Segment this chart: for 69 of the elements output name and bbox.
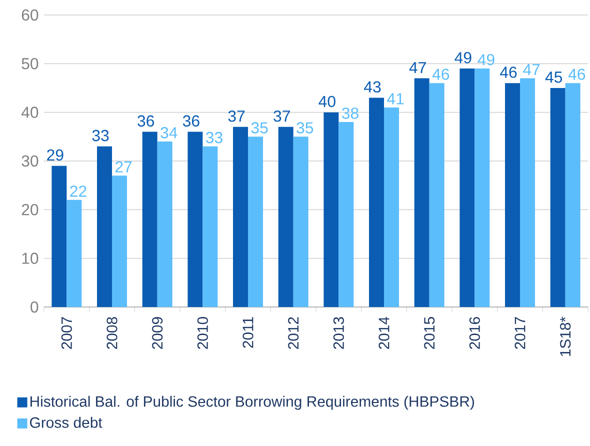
- y-tick-label: 30: [22, 155, 38, 167]
- y-tick-label: 10: [22, 252, 38, 264]
- y-tick-label: 40: [21, 106, 38, 118]
- data-label: 35: [296, 122, 314, 134]
- bar: [142, 132, 158, 307]
- data-label: 33: [206, 132, 222, 144]
- x-tick-label: 2017: [514, 317, 526, 349]
- x-tick-label: 2012: [288, 317, 299, 349]
- data-label: 29: [47, 149, 64, 161]
- data-label: 46: [432, 68, 450, 80]
- x-tick-label: 2014: [378, 316, 390, 349]
- bar: [52, 166, 67, 307]
- data-label: 35: [251, 122, 268, 134]
- x-tick-label: 1S18*: [560, 316, 571, 356]
- bar: [550, 88, 566, 307]
- x-tick-label: 2010: [197, 317, 208, 349]
- data-label: 38: [342, 108, 358, 119]
- data-label: 40: [318, 96, 336, 108]
- x-tick-label: 2007: [61, 317, 72, 349]
- data-label: 33: [92, 130, 109, 142]
- bar: [338, 122, 354, 307]
- data-label: 27: [116, 161, 132, 172]
- y-tick-label: 50: [22, 58, 38, 70]
- data-label: 49: [478, 54, 494, 66]
- x-tick-label: 2009: [152, 317, 163, 349]
- data-label: 36: [138, 115, 154, 127]
- data-label: 36: [182, 115, 200, 127]
- x-tick-label: 2011: [242, 317, 254, 348]
- data-label: 41: [387, 93, 404, 104]
- bar: [66, 200, 82, 307]
- x-tick-label: 2013: [333, 317, 344, 349]
- bar: [293, 136, 308, 307]
- bar: [429, 83, 444, 307]
- bar: [233, 126, 248, 307]
- bar: [565, 83, 580, 307]
- data-label: 37: [228, 110, 245, 122]
- x-tick-label: 2015: [424, 317, 435, 349]
- bar: [202, 146, 218, 307]
- data-label: 49: [454, 52, 472, 64]
- bar: [112, 176, 128, 307]
- y-tick-label: 60: [22, 9, 38, 21]
- bar: [474, 68, 490, 307]
- bar: [324, 112, 339, 307]
- bar: [414, 78, 430, 307]
- x-tick-label: 2008: [106, 317, 118, 349]
- bar: [188, 132, 203, 307]
- bar: [460, 68, 475, 307]
- bar: [157, 142, 172, 307]
- y-tick-label: 20: [22, 204, 38, 216]
- data-label: 45: [545, 72, 562, 83]
- data-label: 43: [364, 81, 381, 93]
- legend-label: Gross debt: [30, 416, 102, 428]
- data-label: 46: [500, 66, 517, 78]
- data-label: 47: [409, 62, 426, 74]
- y-tick-label: 0: [30, 301, 38, 313]
- bar: [384, 107, 400, 307]
- data-label: 47: [523, 64, 540, 76]
- data-label: 22: [70, 186, 86, 197]
- data-label: 46: [568, 68, 586, 80]
- legend-label: Historical Bal. of Public Sector Borrowing Requirements (HBPSBR): [30, 396, 474, 410]
- data-label: 34: [160, 127, 178, 138]
- bar: [369, 98, 384, 307]
- bar: [278, 126, 294, 307]
- bar: [505, 83, 520, 307]
- bar: [97, 146, 112, 307]
- bar: [248, 136, 264, 307]
- data-label: 37: [274, 110, 290, 122]
- x-tick-label: 2016: [469, 317, 480, 349]
- bar: [520, 78, 536, 307]
